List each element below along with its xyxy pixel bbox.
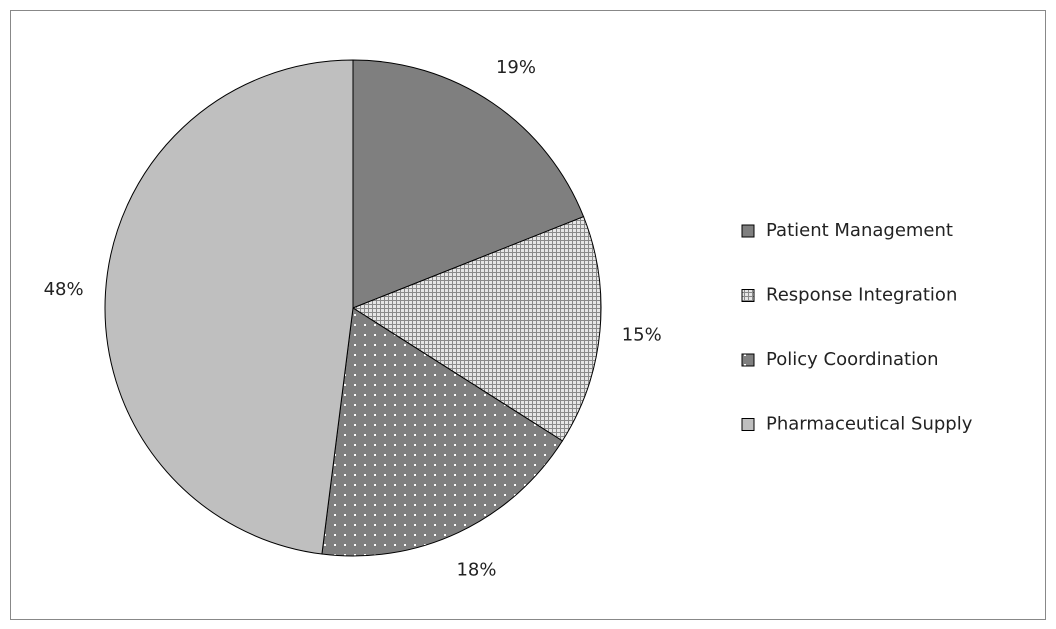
pie-slice [352,59,585,309]
data-label: 15% [622,324,662,345]
legend-swatch [741,289,755,302]
legend-label: Policy Coordination [766,349,939,370]
pie-slice [351,216,602,442]
legend-swatch [741,353,755,367]
legend-swatch [741,224,755,238]
data-label: 18% [456,559,496,580]
legend-label: Pharmaceutical Supply [766,414,973,435]
legend-label: Response Integration [766,285,957,306]
chart-frame [10,10,1046,620]
data-label: 48% [44,279,84,300]
pie-slice [321,307,564,557]
legend-label: Patient Management [766,220,953,241]
data-label: 19% [496,57,536,78]
pie-slice [104,59,354,555]
legend-swatch [741,418,755,431]
